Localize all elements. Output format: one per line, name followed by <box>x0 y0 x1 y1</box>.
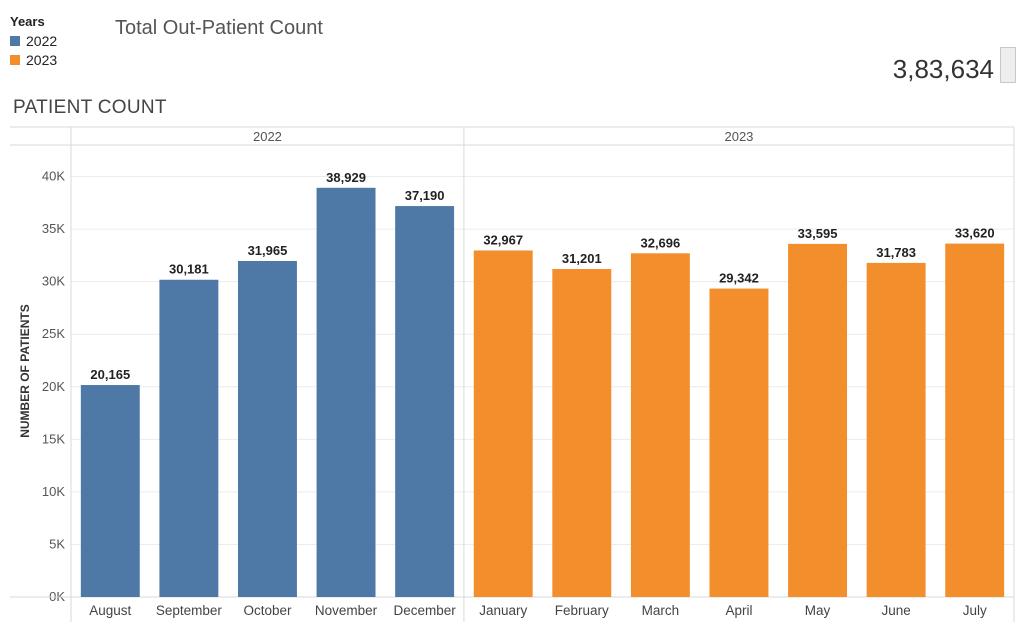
data-label-june: 31,783 <box>876 245 916 260</box>
x-tick-label-april: April <box>725 603 752 618</box>
legend-item-2022[interactable]: 2022 <box>10 31 57 50</box>
bar-june <box>866 262 926 597</box>
kpi-title: Total Out-Patient Count <box>115 17 323 39</box>
y-tick-label: 10K <box>42 484 65 499</box>
x-tick-label-august: August <box>89 603 131 618</box>
bar-march <box>630 253 690 597</box>
data-label-march: 32,696 <box>640 235 680 250</box>
panel-header-2023: 2023 <box>724 129 753 144</box>
legend-swatch-2022 <box>10 35 20 46</box>
y-axis-title: NUMBER OF PATIENTS <box>18 304 32 438</box>
x-tick-label-may: May <box>805 603 831 618</box>
legend-title: Years <box>10 14 45 29</box>
y-tick-label: 25K <box>42 326 65 341</box>
x-tick-label-september: September <box>156 603 223 618</box>
bar-december <box>395 206 455 597</box>
data-label-july: 33,620 <box>955 226 995 241</box>
y-tick-label: 30K <box>42 274 65 289</box>
bar-august <box>80 385 140 597</box>
y-tick-label: 5K <box>49 536 65 551</box>
x-tick-label-october: October <box>243 603 292 618</box>
data-label-october: 31,965 <box>248 243 288 258</box>
bar-may <box>788 243 848 597</box>
data-label-january: 32,967 <box>483 232 523 247</box>
x-tick-label-february: February <box>555 603 609 618</box>
bar-february <box>552 269 612 597</box>
data-label-april: 29,342 <box>719 271 759 286</box>
legend-label-2023: 2023 <box>26 51 58 68</box>
chart-title: PATIENT COUNT <box>13 97 167 118</box>
bar-january <box>473 250 533 597</box>
kpi-scrollbar[interactable] <box>1000 47 1016 83</box>
panel-header-2022: 2022 <box>253 129 282 144</box>
bar-october <box>237 260 297 597</box>
y-tick-label: 35K <box>42 221 65 236</box>
x-tick-label-november: November <box>315 603 378 618</box>
kpi-value: 3,83,634 <box>892 54 994 84</box>
y-tick-label: 15K <box>42 431 65 446</box>
x-tick-label-june: June <box>881 603 910 618</box>
data-label-december: 37,190 <box>405 188 445 203</box>
data-label-november: 38,929 <box>326 170 366 185</box>
bar-november <box>316 187 376 597</box>
legend-label-2022: 2022 <box>26 32 58 49</box>
y-tick-label: 20K <box>42 379 65 394</box>
legend-item-2023[interactable]: 2023 <box>10 50 57 69</box>
y-tick-label: 40K <box>42 169 65 184</box>
data-label-february: 31,201 <box>562 251 602 266</box>
bar-september <box>159 279 219 597</box>
bar-july <box>945 243 1005 598</box>
data-label-august: 20,165 <box>90 367 130 382</box>
x-tick-label-march: March <box>642 603 680 618</box>
data-label-may: 33,595 <box>798 226 838 241</box>
color-legend: Years 2022 2023 <box>10 14 57 69</box>
x-tick-label-july: July <box>963 603 987 618</box>
x-tick-label-december: December <box>393 603 456 618</box>
legend-swatch-2023 <box>10 54 20 65</box>
data-label-september: 30,181 <box>169 262 209 277</box>
bar-april <box>709 288 769 597</box>
x-tick-label-january: January <box>479 603 527 618</box>
